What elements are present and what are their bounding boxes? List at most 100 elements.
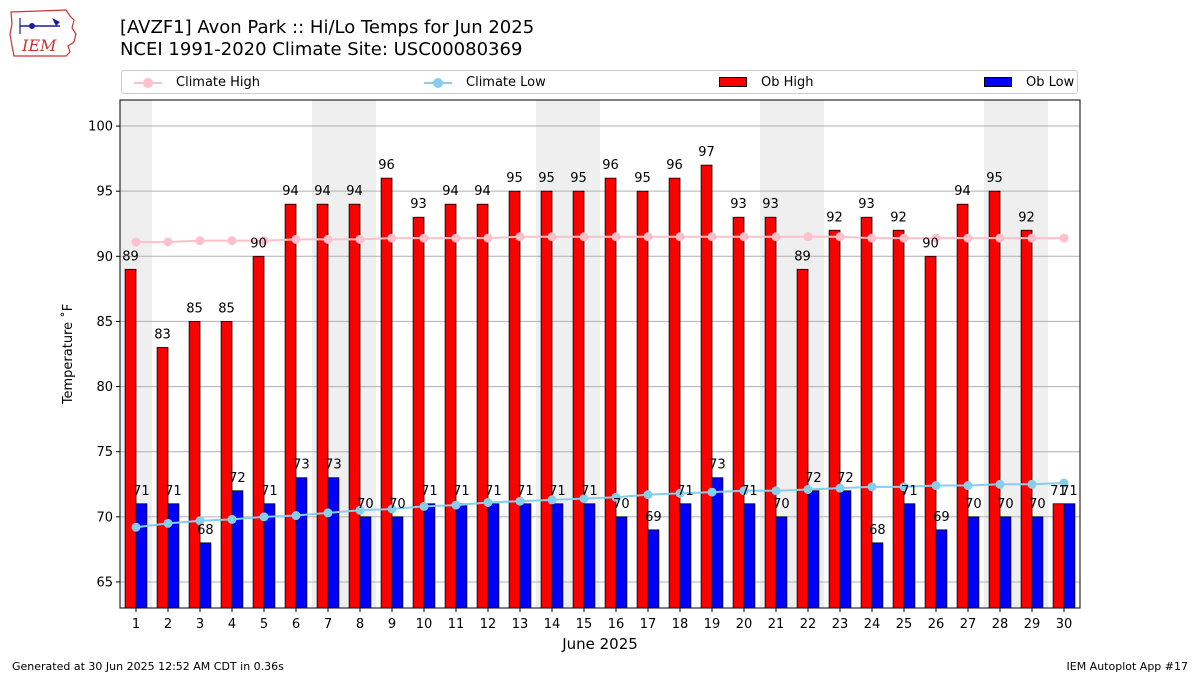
- climate-high-point: [131, 237, 141, 247]
- climate-low-point: [867, 482, 877, 492]
- bar-ob-high: [892, 229, 905, 609]
- data-label-ob-low: 72: [805, 471, 822, 486]
- x-tick-label: 18: [672, 617, 689, 632]
- bar-ob-low: [359, 516, 372, 609]
- data-label-ob-high: 89: [794, 249, 811, 264]
- x-tick-label: 13: [512, 617, 529, 632]
- climate-low-point: [547, 495, 557, 505]
- data-label-ob-low: 68: [869, 523, 886, 538]
- bar-ob-low: [999, 516, 1012, 609]
- x-tick-label: 10: [416, 617, 433, 632]
- bar-ob-high: [956, 203, 969, 609]
- bar-ob-high: [124, 268, 137, 609]
- bar-ob-high: [444, 203, 457, 609]
- climate-high-point: [995, 233, 1005, 243]
- x-tick-label: 29: [1024, 617, 1041, 632]
- x-tick-label: 20: [736, 617, 753, 632]
- data-label-ob-high: 92: [826, 210, 843, 225]
- y-tick-label: 90: [96, 250, 113, 265]
- climate-high-point: [771, 232, 781, 242]
- bar-ob-low: [1063, 503, 1076, 609]
- data-label-ob-high: 93: [410, 197, 427, 212]
- climate-high-point: [323, 234, 333, 244]
- y-tick-label: 75: [96, 445, 113, 460]
- legend-label: Climate Low: [466, 75, 546, 90]
- bar-ob-low: [1031, 516, 1044, 609]
- data-label-ob-high: 92: [1018, 210, 1035, 225]
- data-label-ob-low: 73: [293, 458, 310, 473]
- climate-low-point: [963, 481, 973, 491]
- climate-high-point: [803, 232, 813, 242]
- climate-high-point: [483, 233, 493, 243]
- bar-ob-high: [636, 190, 649, 609]
- chart-title: [AVZF1] Avon Park :: Hi/Lo Temps for Jun…: [120, 17, 535, 38]
- climate-low-point: [387, 504, 397, 514]
- climate-low-point: [163, 518, 173, 528]
- bar-ob-high: [572, 190, 585, 609]
- climate-low-point: [643, 490, 653, 500]
- y-tick-label: 80: [96, 380, 113, 395]
- climate-high-point: [579, 232, 589, 242]
- bar-ob-low: [455, 503, 468, 609]
- bar-ob-low: [775, 516, 788, 609]
- climate-high-point: [611, 232, 621, 242]
- x-tick-label: 9: [388, 617, 396, 632]
- x-tick-label: 6: [292, 617, 300, 632]
- climate-high-point: [259, 236, 269, 246]
- data-label-ob-high: 93: [730, 197, 747, 212]
- climate-low-point: [1059, 478, 1069, 488]
- legend-marker: [143, 78, 153, 88]
- climate-low-point: [739, 486, 749, 496]
- data-label-ob-low: 73: [709, 458, 726, 473]
- bar-ob-low: [839, 490, 852, 609]
- bar-ob-low: [583, 503, 596, 609]
- legend-label: Ob Low: [1026, 75, 1075, 90]
- data-label-ob-low: 71: [485, 484, 502, 499]
- data-label-ob-high: 95: [986, 171, 1003, 186]
- data-label-ob-high: 94: [442, 184, 459, 199]
- data-label-ob-high: 90: [922, 236, 939, 251]
- y-tick-label: 70: [96, 510, 113, 525]
- data-label-ob-low: 71: [517, 484, 534, 499]
- iowa-map-icon: IEM: [9, 9, 77, 57]
- bar-ob-high: [700, 164, 713, 609]
- bar-ob-high: [476, 203, 489, 609]
- bar-ob-high: [540, 190, 553, 609]
- bar-ob-low: [327, 477, 340, 609]
- x-tick-label: 3: [196, 617, 204, 632]
- data-label-ob-high: 90: [250, 236, 267, 251]
- climate-low-point: [675, 488, 685, 498]
- climate-high-point: [547, 232, 557, 242]
- x-tick-label: 26: [928, 617, 945, 632]
- bar-ob-low: [391, 516, 404, 609]
- data-label-ob-high: 93: [762, 197, 779, 212]
- x-tick-label: 21: [768, 617, 785, 632]
- data-label-ob-low: 71: [1061, 484, 1078, 499]
- data-label-ob-high: 94: [474, 184, 491, 199]
- y-tick-label: 85: [96, 315, 113, 330]
- data-label-ob-low: 71: [165, 484, 182, 499]
- x-tick-label: 14: [544, 617, 561, 632]
- data-label-ob-low: 71: [133, 484, 150, 499]
- climate-low-point: [1027, 479, 1037, 489]
- climate-high-point: [963, 233, 973, 243]
- iem-logo: IEM: [8, 6, 80, 58]
- x-tick-label: 12: [480, 617, 497, 632]
- data-label-ob-low: 70: [1029, 497, 1046, 512]
- x-tick-label: 2: [164, 617, 172, 632]
- bar-ob-low: [551, 503, 564, 609]
- data-label-ob-high: 96: [378, 158, 395, 173]
- climate-high-point: [1027, 233, 1037, 243]
- data-label-ob-low: 70: [357, 497, 374, 512]
- data-label-ob-high: 96: [602, 158, 619, 173]
- bar-ob-high: [188, 321, 201, 609]
- bar-ob-low: [679, 503, 692, 609]
- climate-high-point: [1059, 233, 1069, 243]
- climate-high-point: [515, 232, 525, 242]
- data-label-ob-low: 71: [261, 484, 278, 499]
- x-tick-label: 25: [896, 617, 913, 632]
- data-label-ob-high: 95: [506, 171, 523, 186]
- bar-ob-high: [156, 347, 169, 609]
- climate-high-point: [387, 233, 397, 243]
- climate-low-point: [195, 516, 205, 526]
